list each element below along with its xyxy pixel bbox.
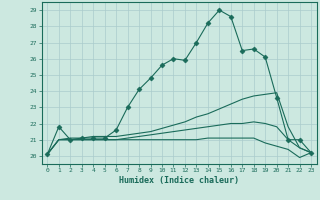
X-axis label: Humidex (Indice chaleur): Humidex (Indice chaleur) bbox=[119, 176, 239, 185]
